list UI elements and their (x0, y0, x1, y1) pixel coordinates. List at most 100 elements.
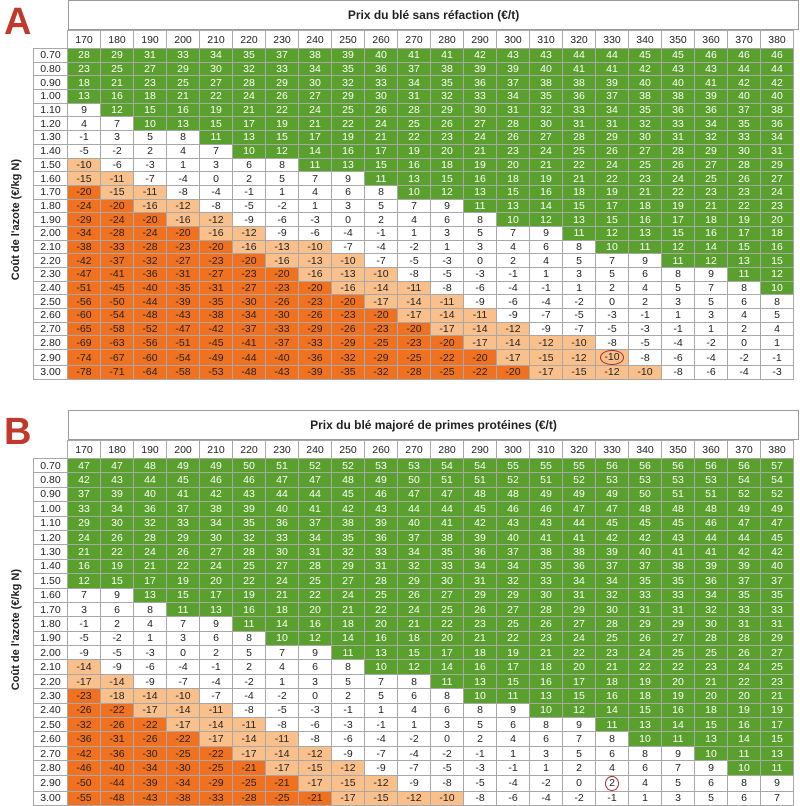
margin-cell: -7 (364, 745, 398, 762)
margin-cell: -7 (364, 253, 398, 268)
margin-cell: 39 (694, 558, 728, 575)
margin-cell: 18 (67, 75, 101, 91)
margin-cell: 5 (133, 130, 167, 145)
margin-cell: 27 (133, 61, 167, 77)
margin-cell: 40 (496, 529, 530, 546)
margin-cell: 30 (628, 130, 662, 145)
margin-cell: 43 (529, 48, 563, 63)
margin-cell: 7 (265, 645, 299, 661)
margin-cell: 39 (496, 61, 530, 77)
cost-header: 2.70 (33, 321, 68, 337)
margin-cell: -1 (628, 308, 662, 323)
margin-cell: 17 (232, 116, 266, 132)
table-row: 1.80 -1 2 4 7 9 11 14 16 18 20 21 22 23 25 26 27 28 29 29 30… (33, 616, 794, 632)
margin-cell: 45 (595, 515, 629, 531)
margin-cell: 35 (628, 573, 662, 589)
margin-cell: 38 (529, 544, 563, 560)
margin-cell: 21 (595, 659, 629, 675)
margin-cell: 31 (562, 116, 596, 132)
margin-cell: -4 (199, 184, 233, 200)
margin-cell: -4 (166, 659, 200, 675)
margin-cell: 44 (595, 48, 629, 63)
margin-cell: 0 (595, 294, 629, 310)
margin-cell: 5 (694, 790, 728, 806)
margin-cell: -8 (166, 184, 200, 200)
margin-cell: -10 (166, 688, 200, 704)
margin-cell: -74 (67, 349, 101, 367)
margin-cell: 24 (562, 630, 596, 647)
margin-cell: 32 (133, 515, 167, 531)
margin-cell: 56 (661, 457, 695, 474)
margin-cell: 26 (430, 116, 464, 132)
margin-cell: -27 (199, 267, 233, 282)
margin-cell: 10 (694, 745, 728, 762)
cost-header: 1.10 (33, 515, 68, 531)
cost-header: 2.30 (33, 688, 68, 704)
margin-cell: 36 (463, 75, 497, 91)
margin-cell: 33 (562, 102, 596, 118)
margin-cell: -4 (496, 774, 530, 792)
margin-cell: 36 (133, 501, 167, 517)
margin-cell: 34 (595, 573, 629, 589)
margin-cell: 4 (496, 731, 530, 747)
cost-header: 2.00 (33, 225, 68, 241)
cost-header: 1.80 (33, 616, 68, 632)
table-row: 0.90 37 39 40 41 42 43 44 44 45 46 47 47 48 48 49 49 49 50… (33, 486, 794, 503)
cost-header: 2.60 (33, 308, 68, 323)
margin-cell: 3 (562, 267, 596, 282)
margin-cell: 41 (298, 501, 332, 517)
margin-cell: 1 (298, 198, 332, 214)
margin-cell: 14 (595, 702, 629, 719)
margin-cell: -25 (265, 790, 299, 806)
margin-cell: 32 (694, 601, 728, 618)
table-row: 3.00 -78 -71 -64 -58 -53 -48 -43 -39 -35 -32 -28 -25… (33, 365, 794, 380)
margin-cell: 43 (496, 515, 530, 531)
panel-b-ylabel: Coût de l'azote (€/kg N) (10, 569, 22, 691)
table-row: 1.70 3 6 8 11 13 16 18 20 21 22 24 25 26 27 28 29 30 31 31 3… (33, 601, 794, 618)
margin-cell: -30 (265, 308, 299, 323)
margin-cell: 43 (661, 529, 695, 546)
margin-cell: -32 (67, 717, 101, 733)
margin-cell: -53 (199, 365, 233, 380)
margin-cell: -45 (199, 335, 233, 351)
margin-cell: 34 (199, 48, 233, 63)
margin-cell: -11 (463, 308, 497, 323)
margin-cell: 33 (760, 601, 794, 618)
table-row: 2.60 -60 -54 -48 -43 -38 -34 -30 -26 -23 -20 -17 -14… (33, 308, 794, 323)
margin-cell: 8 (595, 731, 629, 747)
table-row: 1.70 -20 -15 -11 -8 -4 -1 1 4 6 8 10 12 13 15 16 18 19 21 2… (33, 184, 794, 200)
margin-cell: 23 (496, 143, 530, 159)
margin-cell: -47 (67, 267, 101, 282)
cost-header: 2.50 (33, 717, 68, 733)
margin-cell: 10 (595, 239, 629, 255)
margin-cell: 34 (298, 529, 332, 546)
margin-cell: 46 (496, 501, 530, 517)
margin-cell: -21 (265, 774, 299, 792)
margin-cell: 25 (331, 102, 365, 118)
margin-cell: -14 (199, 717, 233, 733)
margin-cell: 39 (727, 558, 761, 575)
margin-cell: -21 (298, 790, 332, 806)
margin-cell: 11 (628, 239, 662, 255)
margin-cell: 25 (232, 558, 266, 575)
margin-cell: 37 (298, 515, 332, 531)
margin-cell: 15 (199, 116, 233, 132)
margin-cell: -14 (364, 280, 398, 296)
margin-cell: 5 (364, 688, 398, 704)
margin-cell: 48 (133, 457, 167, 474)
margin-cell: 34 (694, 587, 728, 603)
margin-cell: 6 (694, 774, 728, 792)
margin-cell: 21 (463, 630, 497, 647)
margin-cell: 11 (562, 225, 596, 241)
margin-cell: 4 (727, 308, 761, 323)
margin-cell: 29 (331, 558, 365, 575)
price-header: 230 (265, 440, 299, 459)
margin-cell: 42 (727, 544, 761, 560)
margin-cell: 15 (562, 688, 596, 704)
margin-cell: 4 (760, 321, 794, 337)
margin-cell: 28 (232, 75, 266, 91)
margin-cell: 38 (199, 501, 233, 517)
margin-cell: 13 (133, 587, 167, 603)
margin-cell: 19 (661, 688, 695, 704)
margin-cell: 23 (133, 75, 167, 91)
